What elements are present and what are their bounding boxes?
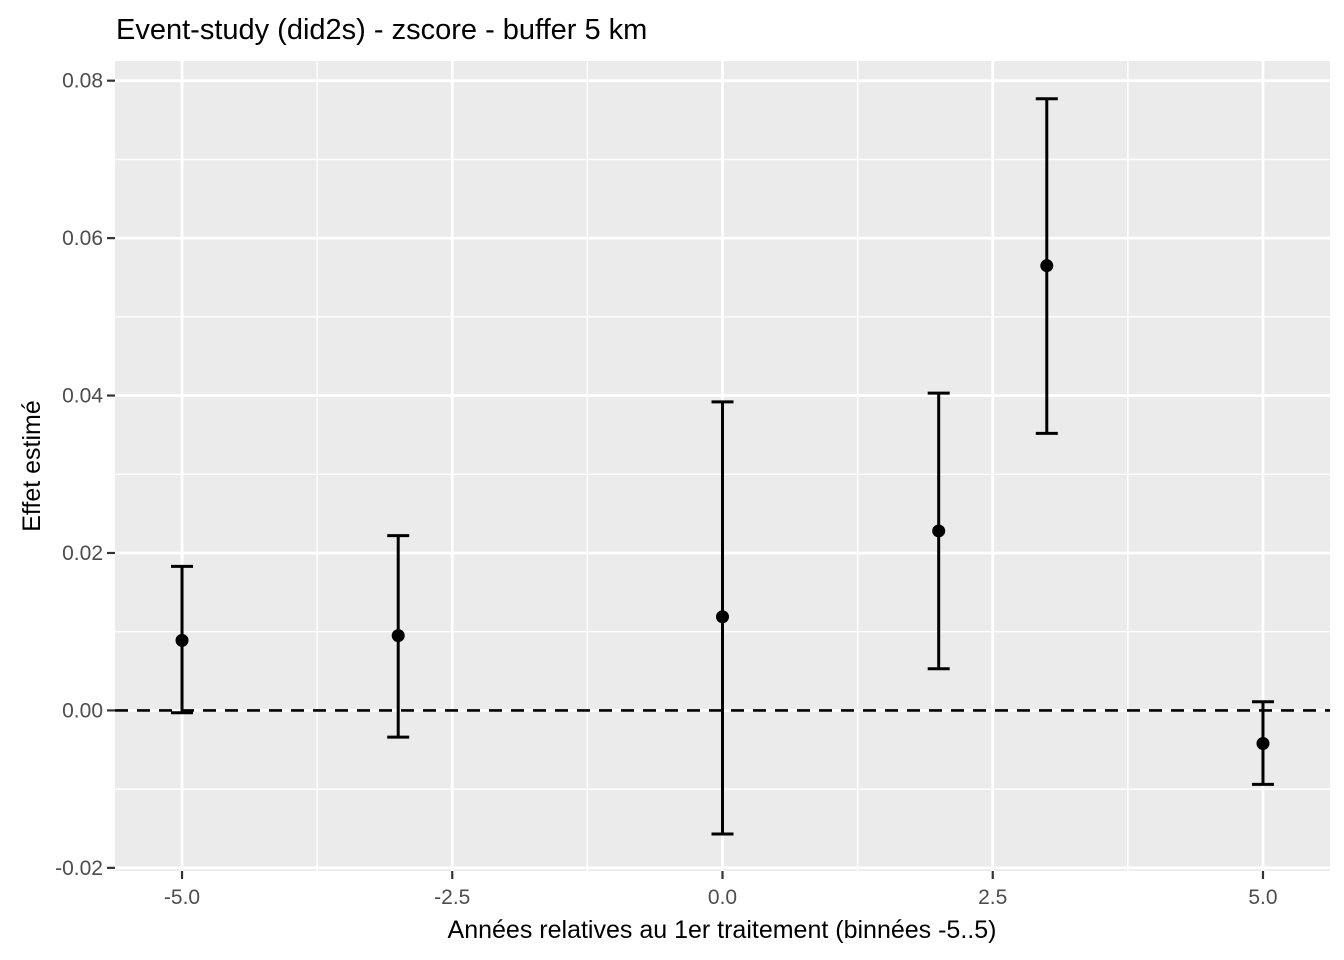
y-tick-label: -0.02 (55, 857, 103, 880)
x-tick-label: 2.5 (978, 886, 1007, 909)
estimate-point (932, 524, 946, 538)
estimate-point (1040, 259, 1054, 273)
estimate-point (175, 633, 189, 647)
plot-title: Event-study (did2s) - zscore - buffer 5 … (116, 14, 647, 46)
estimate-point (1256, 736, 1270, 750)
y-tick-label: 0.02 (62, 542, 103, 565)
y-tick-label: 0.06 (62, 227, 103, 250)
y-tick-label: 0.00 (62, 699, 103, 722)
x-tick-label: -5.0 (164, 886, 200, 909)
estimate-point (391, 629, 405, 643)
x-tick-label: 0.0 (708, 886, 737, 909)
x-tick-label: 5.0 (1248, 886, 1277, 909)
x-axis-title: Années relatives au 1er traitement (binn… (448, 916, 997, 944)
chart-panel: -5.0 -2.5 0.0 2.5 5.0 -0.02 0.00 0.02 0.04 0.06 0.… (55, 61, 1330, 909)
y-tick-label: 0.04 (62, 385, 103, 408)
y-axis-title: Effet estimé (18, 400, 46, 532)
estimate-point (716, 610, 729, 624)
y-tick-label: 0.08 (62, 70, 103, 93)
x-tick-label: -2.5 (434, 886, 470, 909)
